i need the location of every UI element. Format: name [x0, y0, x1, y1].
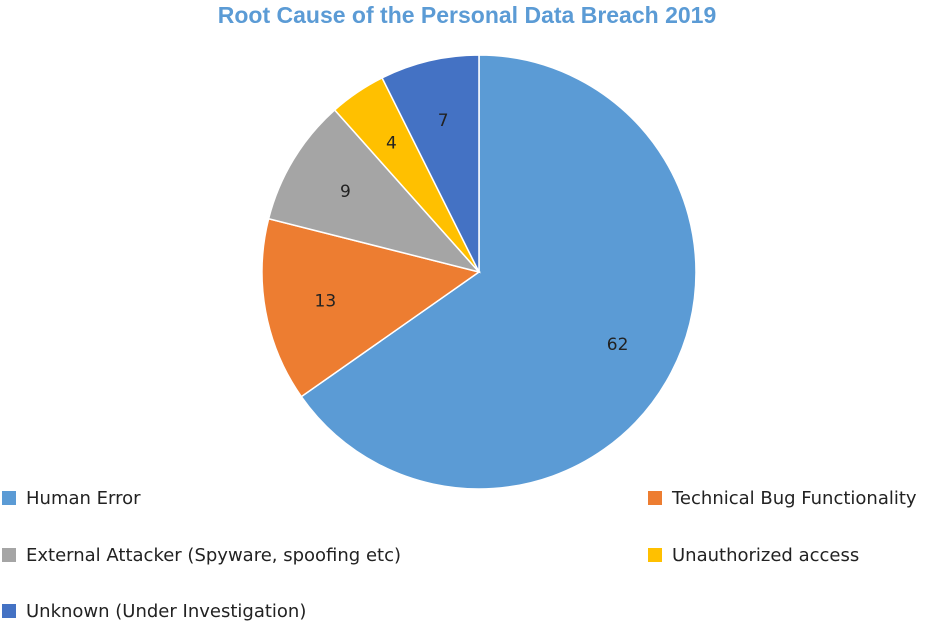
pie-slice-external-attacker — [267, 108, 482, 274]
data-label-human-error: 62 — [607, 335, 629, 355]
legend-label: Unauthorized access — [672, 544, 860, 566]
legend-item-technical-bug: Technical Bug Functionality — [648, 486, 917, 510]
legend-label: Technical Bug Functionality — [672, 487, 917, 509]
legend-item-external-attacker: External Attacker (Spyware, spoofing etc… — [2, 543, 401, 567]
legend-label: Human Error — [26, 487, 141, 509]
legend-label: External Attacker (Spyware, spoofing etc… — [26, 544, 401, 566]
legend-swatch — [2, 548, 16, 562]
pie-slice-technical-bug — [261, 217, 481, 398]
legend-item-human-error: Human Error — [2, 486, 141, 510]
data-label-unauthorized-access: 4 — [386, 134, 397, 154]
legend-label: Unknown (Under Investigation) — [26, 600, 307, 622]
legend-item-unknown: Unknown (Under Investigation) — [2, 599, 306, 623]
data-label-technical-bug: 13 — [315, 291, 337, 311]
chart-title: Root Cause of the Personal Data Breach 2… — [217, 2, 717, 28]
pie-slice-human-error — [300, 54, 697, 490]
legend-swatch — [2, 491, 16, 505]
legend-swatch — [648, 491, 662, 505]
legend-swatch — [648, 548, 662, 562]
legend-swatch — [2, 604, 16, 618]
legend-item-unauthorized-access: Unauthorized access — [648, 543, 859, 567]
data-label-external-attacker: 9 — [340, 182, 351, 202]
data-label-unknown: 7 — [438, 111, 449, 131]
pie-slice-unknown — [381, 54, 480, 273]
